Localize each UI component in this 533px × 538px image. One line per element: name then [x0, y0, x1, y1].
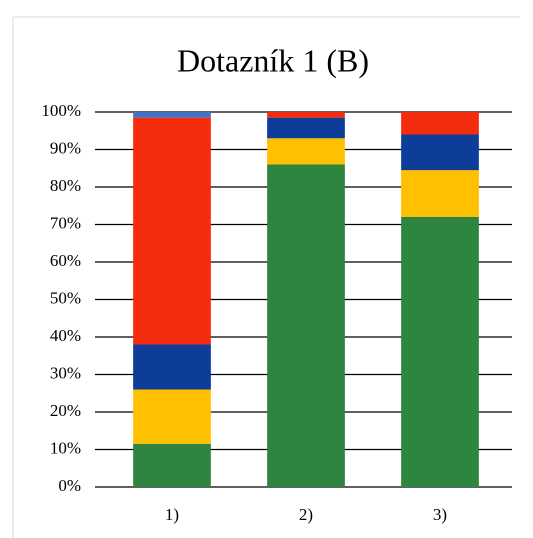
y-tick-label: 0%	[58, 476, 81, 495]
y-tick-label: 30%	[50, 363, 81, 382]
bar-segment	[401, 170, 479, 217]
x-tick-label: 1)	[165, 505, 179, 524]
x-tick-label: 2)	[299, 505, 313, 524]
bar-segment	[133, 344, 211, 390]
bar-segment	[401, 134, 479, 171]
y-tick-label: 50%	[50, 288, 81, 307]
bar-segment	[267, 117, 345, 139]
bar-segment	[133, 117, 211, 345]
y-tick-label: 100%	[41, 101, 81, 120]
bar-segment	[267, 164, 345, 487]
x-tick-label: 3)	[433, 505, 447, 524]
bar-segment	[267, 138, 345, 165]
y-tick-label: 80%	[50, 176, 81, 195]
y-tick-label: 60%	[50, 251, 81, 270]
bar-segment	[133, 443, 211, 487]
y-tick-label: 70%	[50, 213, 81, 232]
y-tick-label: 90%	[50, 138, 81, 157]
chart-title: Dotazník 1 (B)	[177, 42, 369, 78]
bar-segment	[267, 112, 345, 118]
bar-segment	[401, 112, 479, 135]
y-tick-label: 20%	[50, 401, 81, 420]
bar-segment	[133, 389, 211, 444]
y-tick-label: 40%	[50, 326, 81, 345]
bar-segment	[401, 217, 479, 487]
bar-segment	[133, 112, 211, 118]
y-tick-label: 10%	[50, 438, 81, 457]
